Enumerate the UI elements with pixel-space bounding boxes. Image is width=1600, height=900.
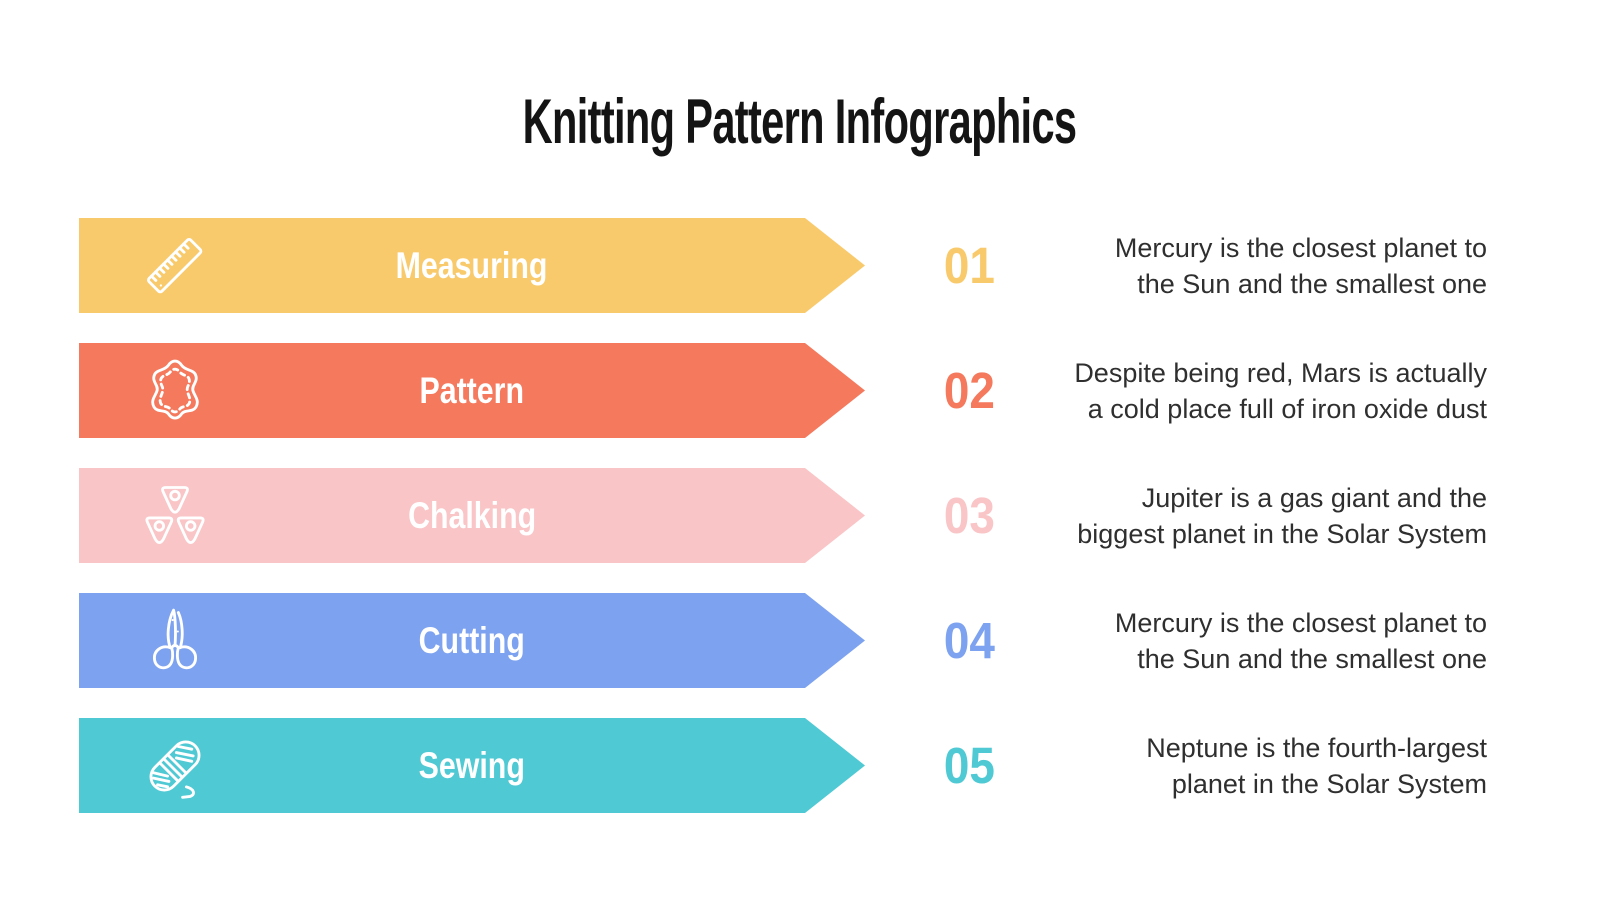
step-number: 04	[919, 593, 1019, 688]
banner-measuring: Measuring	[79, 218, 865, 313]
banner-label: Measuring	[79, 218, 865, 313]
step-row-pattern: Pattern 02 Despite being red, Mars is ac…	[0, 343, 1600, 438]
step-description: Neptune is the fourth-largest planet in t…	[967, 730, 1487, 802]
step-row-chalking: Chalking 03 Jupiter is a gas giant and t…	[0, 468, 1600, 563]
banner-label: Cutting	[79, 593, 865, 688]
description-line-2: the Sun and the smallest one	[1137, 643, 1487, 674]
step-number-text: 02	[943, 362, 995, 419]
step-number: 05	[919, 718, 1019, 813]
description-line-2: the Sun and the smallest one	[1137, 268, 1487, 299]
description-line-2: a cold place full of iron oxide dust	[1087, 393, 1487, 424]
step-row-sewing: Sewing 05 Neptune is the fourth-largest p…	[0, 718, 1600, 813]
step-number-text: 05	[943, 737, 995, 794]
banner-pattern: Pattern	[79, 343, 865, 438]
scissors-icon	[137, 603, 213, 679]
banner-label: Pattern	[79, 343, 865, 438]
step-number: 01	[919, 218, 1019, 313]
description-line-1: Mercury is the closest planet to	[1114, 232, 1487, 263]
step-number-text: 01	[943, 237, 995, 294]
banner-label-text: Cutting	[418, 619, 526, 661]
description-line-1: Mercury is the closest planet to	[1114, 607, 1487, 638]
banner-label-text: Pattern	[419, 369, 525, 411]
step-number: 03	[919, 468, 1019, 563]
step-row-measuring: Measuring 01 Mercury is the closest plan…	[0, 218, 1600, 313]
description-line-2: biggest planet in the Solar System	[1077, 518, 1487, 549]
step-description: Jupiter is a gas giant and the biggest pl…	[967, 480, 1487, 552]
fabric-hide-icon	[137, 353, 213, 429]
banner-cutting: Cutting	[79, 593, 865, 688]
banner-label-text: Chalking	[407, 494, 537, 536]
page-title-text: Knitting Pattern Infographics	[523, 87, 1077, 157]
banner-label-text: Measuring	[396, 244, 548, 286]
step-number-text: 04	[943, 612, 995, 669]
description-line-2: planet in the Solar System	[1171, 768, 1487, 799]
ruler-icon	[137, 228, 213, 304]
banner-label: Chalking	[79, 468, 865, 563]
banner-sewing: Sewing	[79, 718, 865, 813]
banner-label: Sewing	[79, 718, 865, 813]
step-number: 02	[919, 343, 1019, 438]
step-description: Despite being red, Mars is actually a col…	[967, 355, 1487, 427]
description-line-1: Neptune is the fourth-largest	[1146, 732, 1487, 763]
description-line-1: Despite being red, Mars is actually	[1074, 357, 1487, 388]
step-row-cutting: Cutting 04 Mercury is the closest planet…	[0, 593, 1600, 688]
banner-label-text: Sewing	[418, 744, 526, 786]
step-description: Mercury is the closest planet to the Sun …	[967, 605, 1487, 677]
description-line-1: Jupiter is a gas giant and the	[1141, 482, 1487, 513]
step-number-text: 03	[943, 487, 995, 544]
step-description: Mercury is the closest planet to the Sun …	[967, 230, 1487, 302]
yarn-skein-icon	[137, 728, 213, 804]
banner-chalking: Chalking	[79, 468, 865, 563]
page-title: Knitting Pattern Infographics	[0, 86, 1600, 158]
